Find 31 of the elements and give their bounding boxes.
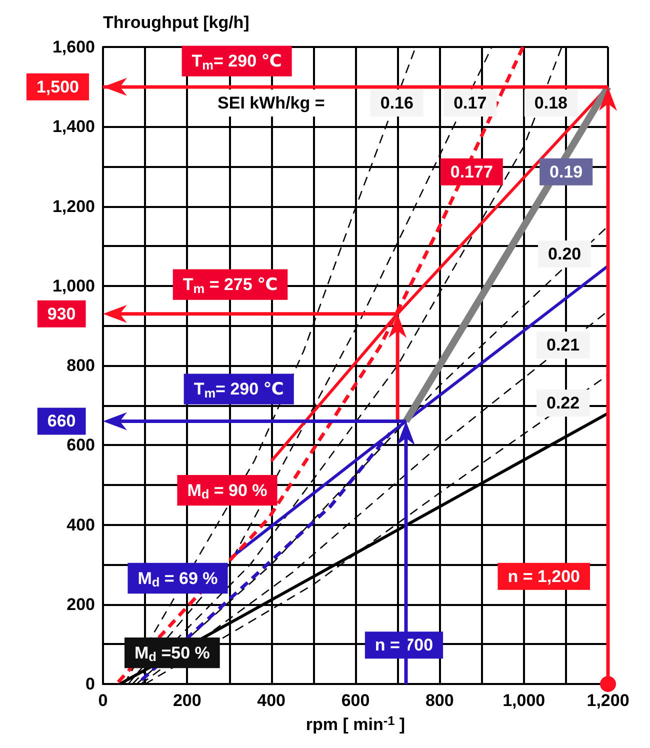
y-axis-title: Throughput [kg/h] bbox=[103, 13, 250, 32]
y-tick-label: 1,600 bbox=[52, 38, 95, 56]
text: 660 bbox=[47, 412, 76, 431]
annotation: n = 700 bbox=[374, 636, 434, 655]
annotation: SEI kWh/kg = bbox=[218, 94, 325, 113]
y-tick-label: 600 bbox=[66, 436, 95, 455]
y-tick-label: 800 bbox=[66, 356, 95, 375]
x-tick-label: 800 bbox=[425, 691, 454, 710]
x-tick-label: 1,000 bbox=[502, 691, 546, 710]
x-tick-label: 1,200 bbox=[586, 691, 630, 710]
y-tick-label: 200 bbox=[66, 594, 95, 614]
x-tick-label: 200 bbox=[172, 691, 202, 710]
annotation: 0.20 bbox=[548, 244, 582, 264]
annotation: 0.19 bbox=[550, 162, 583, 182]
annotation: n = 1,200 bbox=[508, 566, 580, 586]
x-tick-label: 400 bbox=[257, 691, 286, 710]
y-tick-label: 1,200 bbox=[52, 196, 95, 216]
annotation: 0.21 bbox=[546, 336, 580, 355]
annotation: 0.177 bbox=[450, 162, 493, 182]
annotation: 0.18 bbox=[534, 94, 568, 113]
x-tick-label: 0 bbox=[98, 691, 108, 710]
x-tick-label: 600 bbox=[341, 691, 370, 710]
annotation: 0.22 bbox=[546, 394, 580, 413]
annotation: 0.16 bbox=[380, 94, 414, 113]
y-tick-label: 0 bbox=[86, 674, 95, 694]
annotation: 0.17 bbox=[454, 94, 487, 113]
text: 930 bbox=[47, 304, 76, 324]
y-tick-label: 1,400 bbox=[52, 117, 95, 136]
y-tick-label: 1,000 bbox=[52, 276, 95, 296]
y-tick-label: 400 bbox=[66, 515, 95, 534]
ref-line-label: 1,500 bbox=[36, 77, 79, 96]
